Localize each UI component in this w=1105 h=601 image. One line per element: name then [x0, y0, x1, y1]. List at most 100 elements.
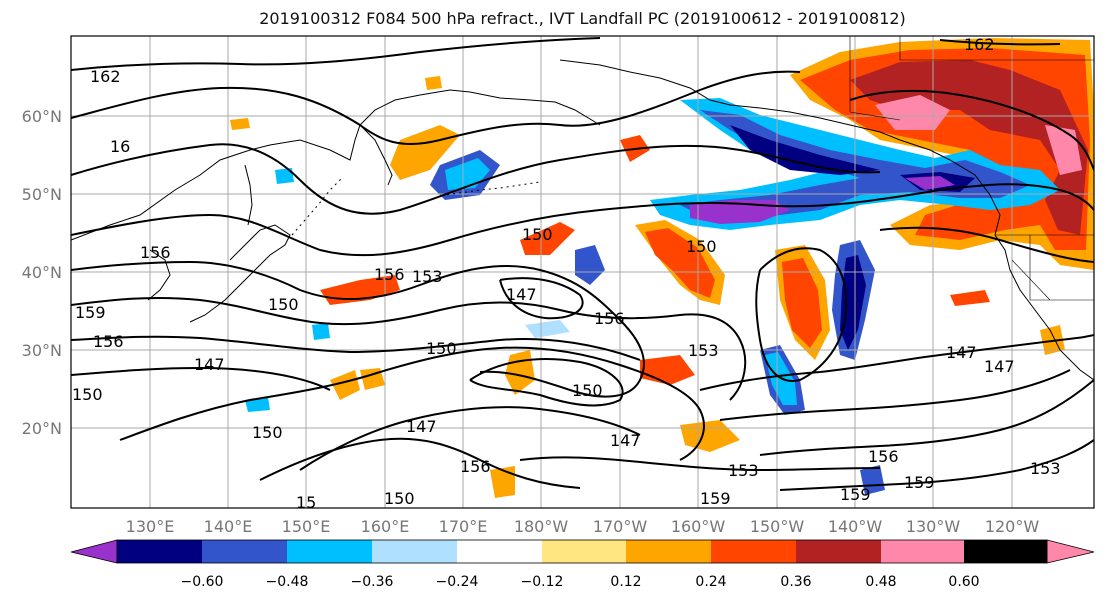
negative-anomaly — [312, 323, 330, 340]
height-contours — [71, 37, 1094, 491]
contour-label: 153 — [412, 267, 443, 286]
longitude-label: 150°W — [750, 517, 805, 536]
colorbar-segment — [711, 540, 796, 563]
kuril-islands — [291, 177, 343, 236]
contour-label: 150 — [686, 237, 717, 256]
longitude-label: 120°W — [985, 517, 1040, 536]
negative-anomaly — [275, 168, 294, 184]
colorbar-segment — [964, 540, 1047, 563]
positive-anomaly — [520, 222, 575, 255]
longitude-labels: 130°E 140°E 150°E 160°E 170°E 180°W 170°… — [126, 517, 1040, 536]
colorbar-tick-label: −0.36 — [351, 574, 394, 590]
contour-label: 159 — [700, 489, 731, 508]
negative-anomaly — [575, 245, 605, 285]
colorbar-segment — [117, 540, 202, 563]
contour-label: 162 — [90, 67, 121, 86]
colorbar-segment — [542, 540, 626, 563]
colorbar-tick-label: 0.48 — [865, 574, 896, 590]
contour-label: 150 — [572, 381, 603, 400]
contour-label: 147 — [406, 417, 437, 436]
longitude-label: 140°E — [204, 517, 253, 536]
latitude-label: 20°N — [22, 419, 62, 438]
positive-anomaly — [360, 368, 385, 390]
longitude-label: 170°W — [593, 517, 648, 536]
contour-labels: 162 16 156 159 156 150 150 156 153 150 1… — [72, 35, 1061, 512]
colorbar: −0.60 −0.48 −0.36 −0.24 −0.12 0.12 0.24 … — [70, 539, 1095, 590]
colorbar-segment — [202, 540, 287, 563]
contour-label: 147 — [610, 431, 641, 450]
contour-label: 150 — [252, 423, 283, 442]
contour-label: 159 — [904, 473, 935, 492]
longitude-label: 170°E — [439, 517, 488, 536]
positive-anomaly — [330, 370, 360, 400]
positive-anomaly — [505, 350, 535, 395]
contour-label: 159 — [840, 485, 871, 504]
colorbar-tick-label: −0.60 — [181, 574, 224, 590]
coastline-sakhalin — [244, 164, 253, 226]
longitude-label: 130°W — [906, 517, 961, 536]
coastline-korea — [147, 249, 171, 301]
positive-anomaly — [425, 76, 442, 90]
contour-label: 147 — [946, 343, 977, 362]
map-frame — [70, 35, 1095, 509]
colorbar-segment — [287, 540, 372, 563]
negative-anomaly — [730, 125, 880, 175]
coastline-kamchatka — [359, 124, 393, 186]
negative-anomaly — [525, 320, 570, 338]
colorbar-segment — [626, 540, 711, 563]
contour-label: 147 — [984, 357, 1015, 376]
latitude-label: 30°N — [22, 341, 62, 360]
negative-anomaly — [905, 176, 955, 190]
contour-label: 150 — [426, 339, 457, 358]
contour-label: 16 — [110, 137, 130, 156]
positive-anomaly — [680, 420, 740, 452]
colorbar-segment — [372, 540, 457, 563]
contour-label: 162 — [964, 35, 995, 54]
colorbar-tick-label: −0.12 — [521, 574, 564, 590]
contour-label: 156 — [594, 309, 625, 328]
positive-anomaly — [490, 466, 515, 498]
latitude-label: 60°N — [22, 107, 62, 126]
colorbar-extend-min — [70, 539, 118, 564]
contour-label: 15 — [296, 493, 316, 512]
positive-anomaly — [320, 275, 400, 305]
positive-anomaly — [640, 355, 695, 385]
contour-label: 150 — [268, 295, 299, 314]
longitude-label: 160°W — [671, 517, 726, 536]
positive-anomaly — [950, 290, 990, 306]
latitude-label: 40°N — [22, 263, 62, 282]
aleutians — [429, 181, 541, 201]
colorbar-segment — [457, 540, 542, 563]
coastline-asia — [71, 89, 601, 241]
latitude-label: 50°N — [22, 185, 62, 204]
map-title: 2019100312 F084 500 hPa refract., IVT La… — [259, 9, 906, 28]
gridlines — [71, 36, 1094, 508]
canada-border — [849, 36, 1094, 121]
contour-label: 153 — [688, 341, 719, 360]
colorbar-tick-label: 0.60 — [948, 574, 979, 590]
contour-label: 150 — [384, 489, 415, 508]
negative-anomaly — [860, 465, 885, 495]
contour-label: 156 — [140, 243, 171, 262]
contour-label: 156 — [374, 265, 405, 284]
longitude-label: 150°E — [282, 517, 331, 536]
longitude-label: 140°W — [828, 517, 883, 536]
colorbar-tick-label: 0.36 — [780, 574, 811, 590]
us-state-borders — [995, 234, 1094, 301]
contour-label: 156 — [93, 332, 124, 351]
shaded-field — [230, 38, 1094, 498]
contour-label: 153 — [728, 461, 759, 480]
colorbar-extend-max — [1046, 539, 1095, 564]
contour-label: 150 — [72, 385, 103, 404]
contour-label: 147 — [506, 285, 537, 304]
contour-label: 156 — [460, 457, 491, 476]
contour-label: 150 — [522, 225, 553, 244]
longitude-label: 160°E — [361, 517, 410, 536]
colorbar-tick-label: −0.48 — [266, 574, 309, 590]
colorbar-outline — [116, 539, 1048, 564]
colorbar-tick-label: 0.12 — [610, 574, 641, 590]
positive-anomaly — [230, 118, 250, 130]
colorbar-tick-label: −0.24 — [436, 574, 479, 590]
colorbar-segment — [796, 540, 881, 563]
